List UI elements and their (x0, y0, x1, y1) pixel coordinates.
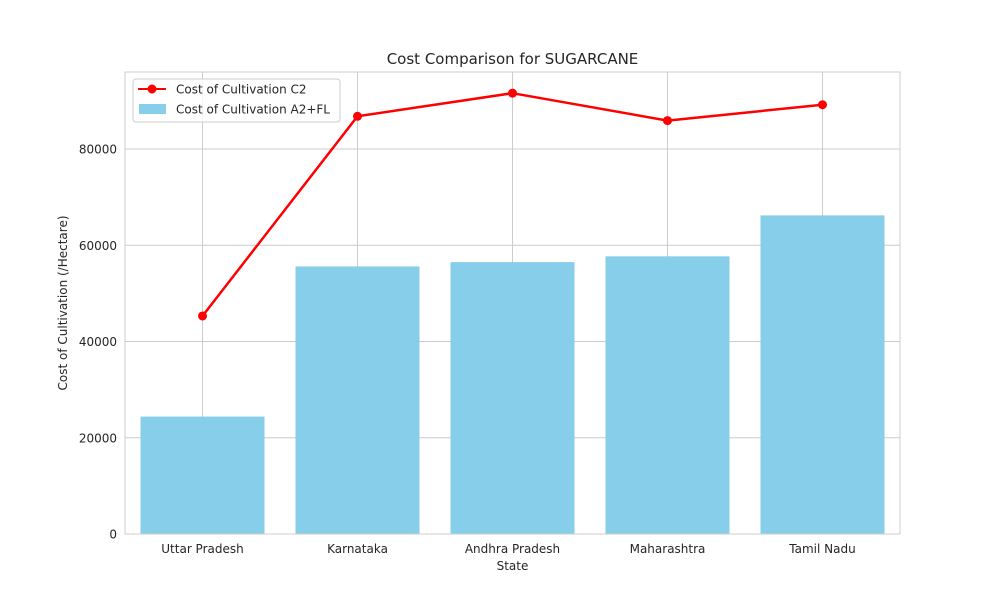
y-tick-label: 0 (109, 528, 117, 542)
y-tick-label: 20000 (79, 431, 117, 445)
legend-box (132, 78, 341, 123)
bar (295, 266, 420, 534)
x-axis-ticks: Uttar Pradesh Karnataka Andhra Pradesh Maha… (161, 542, 855, 556)
line-point (818, 100, 827, 110)
line-series (198, 88, 827, 321)
y-tick-label: 80000 (79, 143, 117, 157)
x-tick-label: Maharashtra (630, 542, 706, 556)
y-axis-ticks: 0 20000 40000 60000 80000 (79, 143, 117, 542)
bar (450, 262, 575, 534)
legend: Cost of Cultivation C2 Cost of Cultivati… (132, 78, 341, 123)
x-tick-label: Uttar Pradesh (161, 542, 243, 556)
legend-marker-swatch (147, 84, 157, 94)
x-axis-label: State (497, 559, 529, 573)
bar (605, 256, 730, 534)
bar-series (140, 215, 885, 534)
x-tick-label: Andhra Pradesh (465, 542, 560, 556)
line-point (508, 88, 517, 98)
y-axis-label: Cost of Cultivation (/Hectare) (56, 215, 70, 390)
line-point (198, 311, 207, 321)
legend-label-a2fl: Cost of Cultivation A2+FL (176, 103, 330, 117)
x-tick-label: Tamil Nadu (788, 542, 855, 556)
bar (140, 416, 265, 534)
legend-label-c2: Cost of Cultivation C2 (176, 83, 307, 97)
y-tick-label: 60000 (79, 239, 117, 253)
line-point (353, 111, 362, 121)
x-tick-label: Karnataka (327, 542, 388, 556)
y-tick-label: 40000 (79, 335, 117, 349)
legend-bar-swatch (139, 104, 166, 114)
bar (760, 215, 885, 534)
line-point (663, 116, 672, 126)
plot-frame (124, 71, 901, 535)
chart-title: Cost Comparison for SUGARCANE (387, 50, 639, 68)
